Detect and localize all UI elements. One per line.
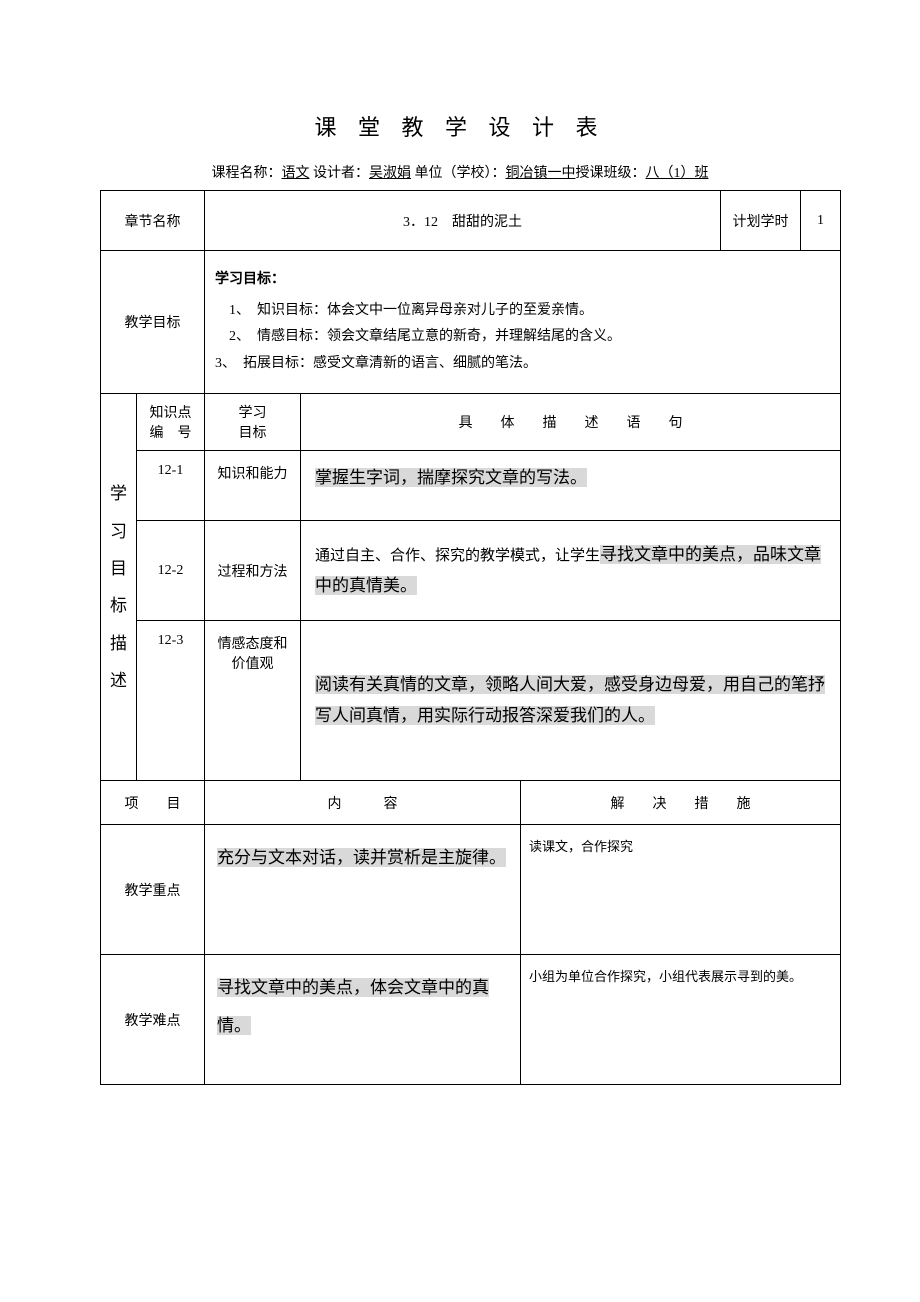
page-title: 课 堂 教 学 设 计 表 [100,110,820,142]
objectives-line3: 3、 拓展目标：感受文章清新的语言、细腻的笔法。 [215,351,830,378]
learn-col1-a: 知识点 [147,402,194,422]
difficulty-content-hl: 寻找文章中的美点，体会文章中的真情。 [217,978,489,1034]
learn-desc-3: 阅读有关真情的文章，领略人间大爱，感受身边母爱，用自己的笔抒写人间真情，用实际行… [301,621,841,781]
learn-vertical-label: 学 习 目 标 描 述 [101,394,137,781]
learn-target-3: 情感态度和价值观 [205,621,301,781]
objectives-line2: 2、 情感目标：领会文章结尾立意的新奇，并理解结尾的含义。 [215,324,830,351]
meta-course-label: 课程名称： [212,166,282,181]
meta-unit-label: 单位（学校）： [415,166,506,181]
vlabel-4: 标 [105,587,132,624]
learn-desc-3-hl: 阅读有关真情的文章，领略人间大爱，感受身边母爱，用自己的笔抒写人间真情，用实际行… [315,675,825,725]
design-table: 章节名称 3．12 甜甜的泥土 计划学时 1 教学目标 学习目标： 1、 知识目… [100,190,841,1085]
learn-col1-header: 知识点 编 号 [137,394,205,451]
meta-class-label: 授课班级： [576,166,646,181]
objectives-line1: 1、 知识目标：体会文中一位离异母亲对儿子的至爱亲情。 [215,298,830,325]
objectives-cell: 学习目标： 1、 知识目标：体会文中一位离异母亲对儿子的至爱亲情。 2、 情感目… [205,251,841,394]
vlabel-5: 描 [105,625,132,662]
learn-num-2: 12-2 [137,521,205,621]
hours-label: 计划学时 [721,191,801,251]
learn-desc-2: 通过自主、合作、探究的教学模式，让学生寻找文章中的美点，品味文章中的真情美。 [301,521,841,621]
learn-desc-1: 掌握生字词，揣摩探究文章的写法。 [301,451,841,521]
difficulty-content: 寻找文章中的美点，体会文章中的真情。 [205,955,521,1085]
vlabel-1: 学 [105,475,132,512]
learn-desc-2-pre: 通过自主、合作、探究的教学模式，让学生 [315,548,600,564]
learn-col3-header: 具 体 描 述 语 句 [301,394,841,451]
chapter-label: 章节名称 [101,191,205,251]
focus-content: 充分与文本对话，读并赏析是主旋律。 [205,825,521,955]
meta-unit: 铜冶镇一中 [506,166,576,181]
objectives-heading: 学习目标： [215,267,830,294]
meta-line: 课程名称：语文 设计者：吴淑娟 单位（学校）：铜冶镇一中授课班级：八（1）班 [100,162,820,182]
meta-class: 八（1）班 [646,166,709,181]
objectives-label: 教学目标 [101,251,205,394]
learn-num-3: 12-3 [137,621,205,781]
learn-num-1: 12-1 [137,451,205,521]
learn-col2-header: 学习 目标 [205,394,301,451]
meta-course: 语文 [282,166,310,181]
difficulty-label: 教学难点 [101,955,205,1085]
difficulty-solution: 小组为单位合作探究，小组代表展示寻到的美。 [521,955,841,1085]
kp-header-solution: 解 决 措 施 [521,781,841,825]
learn-target-1: 知识和能力 [205,451,301,521]
kp-header-content: 内 容 [205,781,521,825]
learn-col2-a: 学习 [215,402,290,422]
meta-designer-label: 设计者： [313,166,369,181]
meta-designer: 吴淑娟 [369,166,411,181]
kp-header-item: 项 目 [101,781,205,825]
focus-solution: 读课文，合作探究 [521,825,841,955]
learn-col1-b: 编 号 [147,422,194,442]
vlabel-6: 述 [105,662,132,699]
focus-content-hl: 充分与文本对话，读并赏析是主旋律。 [217,848,506,867]
learn-col2-b: 目标 [215,422,290,442]
vlabel-2: 习 [105,513,132,550]
chapter-value: 3．12 甜甜的泥土 [205,191,721,251]
vlabel-3: 目 [105,550,132,587]
hours-value: 1 [801,191,841,251]
learn-target-2: 过程和方法 [205,521,301,621]
focus-label: 教学重点 [101,825,205,955]
learn-desc-1-hl: 掌握生字词，揣摩探究文章的写法。 [315,468,587,487]
